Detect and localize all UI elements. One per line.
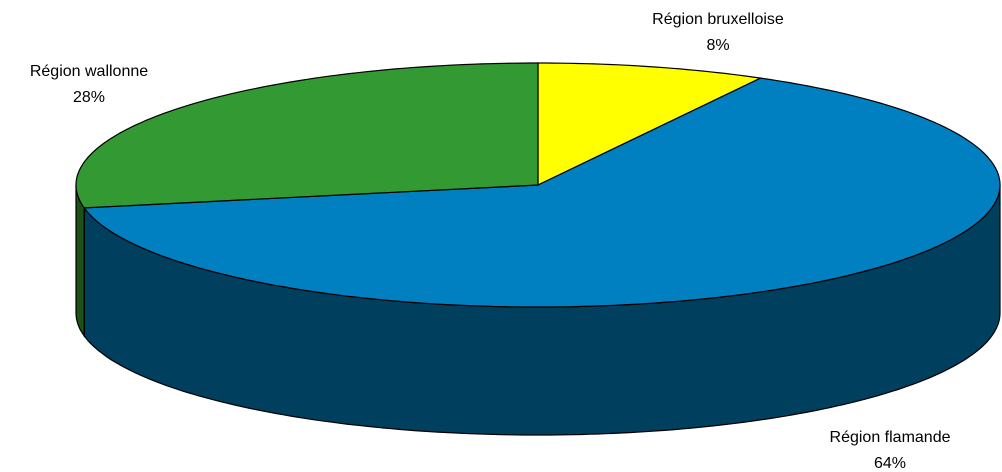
pie-slice-side — [75, 184, 85, 338]
slice-value-label: 8% — [706, 37, 729, 54]
slice-value-label: 28% — [73, 89, 105, 106]
slice-label: Région bruxelloise — [652, 11, 784, 28]
pie-slice — [75, 62, 539, 209]
slice-label: Région flamande — [830, 429, 951, 446]
pie-slice — [537, 62, 763, 186]
slice-value-label: 64% — [874, 455, 906, 472]
slice-label: Région wallonne — [30, 63, 148, 80]
pie-slice — [82, 77, 1001, 308]
